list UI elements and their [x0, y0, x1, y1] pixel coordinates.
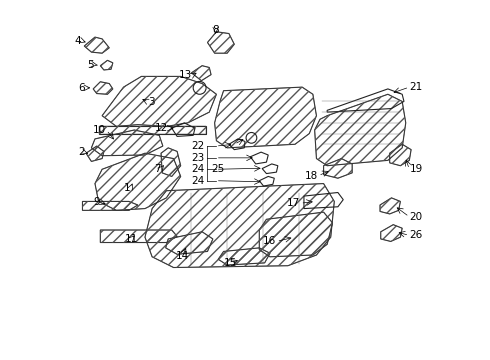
- Text: 23: 23: [192, 153, 205, 163]
- Text: 11: 11: [125, 234, 138, 244]
- Text: 20: 20: [409, 212, 422, 222]
- Text: 26: 26: [409, 230, 422, 240]
- Text: 5: 5: [88, 60, 94, 69]
- Text: 25: 25: [211, 164, 225, 174]
- Text: 1: 1: [124, 183, 131, 193]
- Text: 17: 17: [287, 198, 300, 208]
- Text: 7: 7: [154, 163, 161, 174]
- Text: 16: 16: [263, 237, 276, 247]
- Text: 22: 22: [192, 141, 205, 151]
- Text: 4: 4: [75, 36, 81, 46]
- Text: 10: 10: [93, 125, 106, 135]
- Text: 14: 14: [176, 251, 189, 261]
- Text: 12: 12: [155, 123, 168, 133]
- Text: 19: 19: [409, 164, 422, 174]
- Text: 2: 2: [78, 148, 85, 157]
- Text: 15: 15: [224, 258, 237, 268]
- Text: 24: 24: [192, 164, 205, 174]
- Text: 18: 18: [305, 171, 318, 181]
- Text: 3: 3: [148, 97, 155, 107]
- Text: 6: 6: [78, 83, 85, 93]
- Text: 8: 8: [212, 25, 219, 35]
- Text: 13: 13: [179, 70, 192, 80]
- Text: 24: 24: [192, 176, 205, 186]
- Text: 21: 21: [409, 82, 422, 92]
- Text: 9: 9: [94, 197, 100, 207]
